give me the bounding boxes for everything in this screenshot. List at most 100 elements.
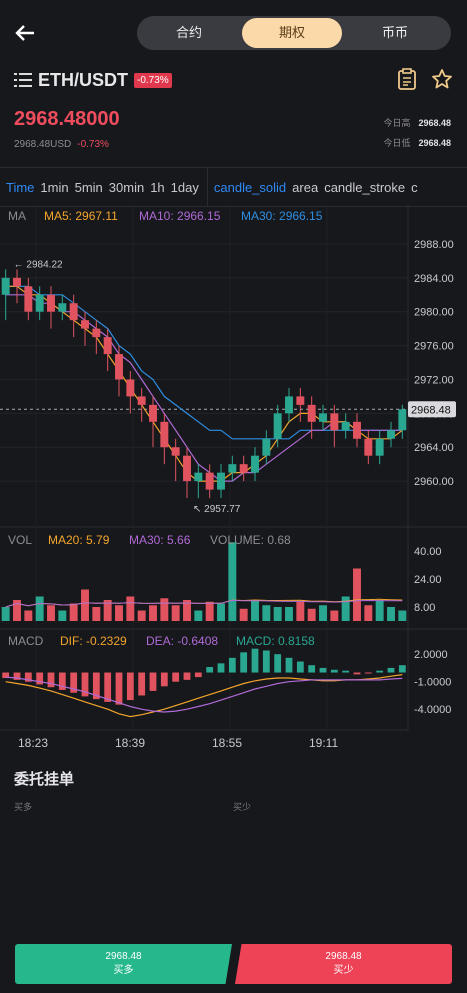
volume-bar — [228, 542, 237, 621]
candle-body — [13, 277, 21, 287]
volume-bar — [126, 596, 135, 621]
vol-label: VOL — [8, 533, 32, 547]
candle-body — [330, 413, 339, 431]
macd-histogram-bar — [172, 672, 180, 682]
buy-price: 2968.48 — [105, 951, 142, 962]
ma30-line — [5, 285, 403, 440]
macd-histogram-bar — [126, 672, 134, 701]
price-tick-label: 2960.00 — [414, 476, 454, 488]
dea-label: DEA: -0.6408 — [146, 634, 218, 648]
tab-1min[interactable]: 1min — [40, 179, 69, 195]
tab-candle-solid[interactable]: candle_solid — [213, 179, 287, 195]
volume-bar — [398, 610, 407, 621]
buy-long-button[interactable]: 2968.48 买多 — [15, 944, 232, 984]
macd-label: MACD — [8, 634, 44, 648]
ask-column-label: 买少 — [233, 802, 252, 812]
candle-body — [296, 396, 305, 405]
volume-label: VOLUME: 0.68 — [210, 533, 291, 547]
candle-body — [341, 421, 350, 431]
clipboard-icon[interactable] — [397, 68, 417, 90]
macd-histogram-bar — [149, 672, 157, 691]
candle-body — [228, 464, 237, 473]
tab-more[interactable]: c — [411, 179, 418, 195]
sell-short-button[interactable]: 2968.48 买少 — [235, 944, 452, 984]
ma10-label: MA10: 2966.15 — [139, 209, 221, 223]
candle-body — [126, 379, 135, 397]
current-price-tag-bg — [408, 401, 456, 418]
candle-body — [1, 277, 10, 295]
candle-body — [285, 396, 293, 414]
pair-name: ETH/USDT — [38, 69, 128, 90]
orders-title: 委托挂单 — [14, 771, 75, 788]
tab-1day[interactable]: 1day — [170, 179, 199, 195]
volume-tick-label: 40.00 — [414, 546, 442, 558]
volume-bar — [137, 610, 146, 621]
macd-histogram-bar — [217, 663, 225, 673]
macd-histogram-bar — [115, 672, 123, 705]
volume-bar — [69, 603, 78, 621]
buy-label: 买多 — [113, 965, 134, 976]
candle-body — [375, 438, 384, 456]
candle-body — [273, 413, 282, 439]
macd-histogram-bar — [319, 667, 327, 673]
tab-5min[interactable]: 5min — [74, 179, 103, 195]
macd-histogram-bar — [47, 672, 55, 688]
tab-1h[interactable]: 1h — [150, 179, 165, 195]
volume-bar — [160, 598, 169, 621]
kline-chart[interactable]: 2988.00 2984.00 2980.00 2976.00 2972.00 2968.… — [0, 205, 467, 760]
last-price: 2968.48000 — [14, 108, 120, 130]
back-arrow-icon[interactable] — [14, 22, 36, 44]
ma30-label: MA30: 2966.15 — [241, 209, 323, 223]
star-icon[interactable] — [431, 68, 453, 90]
dif-line — [5, 674, 403, 718]
macd-histogram-bar — [81, 672, 89, 697]
current-price-tag: 2968.48 — [411, 404, 451, 416]
candle-body — [47, 294, 55, 312]
volume-bar — [149, 605, 157, 621]
tab-time[interactable]: Time — [6, 179, 35, 195]
max-price-label: ← 2984.22 — [14, 259, 63, 270]
candle-body — [183, 455, 191, 482]
volume-bar — [375, 600, 384, 621]
macd-histogram-bar — [58, 672, 66, 690]
ma5-line — [5, 285, 403, 482]
price-tick-label: 2964.00 — [414, 442, 454, 454]
macd-tick-label: 2.0000 — [414, 649, 448, 661]
high-low-panel: 今日高 2968.48 今日低 2968.48 — [383, 113, 451, 153]
high-value: 2968.48 — [418, 118, 451, 128]
volume-tick-label: 8.00 — [414, 602, 435, 614]
macd-histogram-bar — [36, 672, 44, 685]
volume-bar — [273, 607, 282, 621]
segment-contract[interactable]: 合约 — [175, 25, 202, 40]
volume-bar — [24, 610, 33, 621]
tab-30min[interactable]: 30min — [108, 179, 145, 195]
candle-body — [353, 421, 361, 439]
macd-histogram-bar — [308, 665, 316, 673]
macd-histogram-bar — [262, 650, 270, 673]
ma10-line — [5, 294, 403, 482]
volume-bar — [205, 601, 214, 621]
macd-tick-label: -1.0000 — [414, 677, 451, 689]
macd-panel — [2, 648, 406, 718]
tab-candle-stroke[interactable]: candle_stroke — [324, 179, 406, 195]
volume-bar — [341, 596, 350, 621]
segment-options[interactable]: 期权 — [242, 18, 342, 48]
tab-area[interactable]: area — [292, 179, 319, 195]
candle-body — [398, 409, 407, 431]
candle-body — [137, 396, 146, 405]
macd-histogram-bar — [342, 670, 350, 673]
macd-histogram-bar — [92, 672, 100, 700]
price-tick-label: 2972.00 — [414, 374, 454, 386]
volume-bar — [47, 605, 55, 621]
chart-tabs: Time 1min 5min 30min 1h 1day candle_soli… — [0, 167, 467, 207]
segment-spot[interactable]: 币币 — [381, 25, 408, 40]
macd-histogram-bar — [240, 652, 248, 673]
pair-header[interactable]: ETH/USDT -0.73% — [14, 68, 172, 92]
macd-histogram-bar — [296, 661, 304, 673]
volume-bar — [103, 600, 112, 621]
list-menu-icon[interactable] — [14, 73, 32, 87]
candle-body — [205, 472, 214, 490]
macd-histogram-bar — [104, 672, 112, 702]
sell-price: 2968.48 — [325, 951, 362, 962]
macd-histogram-bar — [160, 672, 168, 687]
